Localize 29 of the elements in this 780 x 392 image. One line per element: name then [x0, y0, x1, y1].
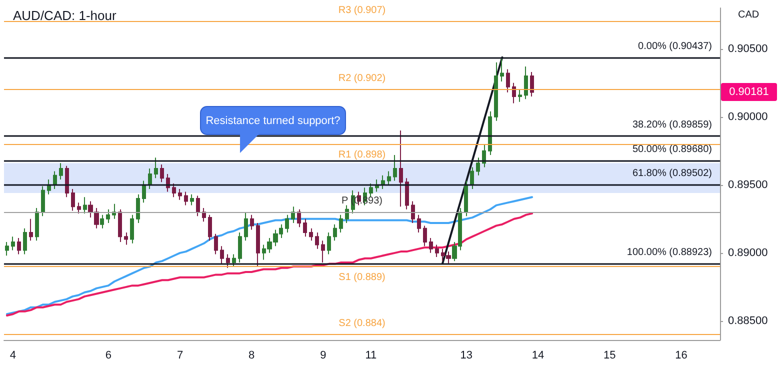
ref-line-label: 0.00% (0.90437) — [638, 40, 712, 52]
x-tick-label: 15 — [603, 350, 616, 362]
ref-line-label: R3 (0.907) — [338, 5, 386, 16]
x-tick-label: 16 — [675, 350, 688, 362]
y-tick-label: 0.89500 — [728, 178, 768, 191]
x-tick-label: 13 — [460, 350, 473, 362]
y-axis-title: CAD — [738, 10, 760, 20]
ref-line-label: R2 (0.902) — [338, 73, 386, 84]
x-tick-label: 7 — [176, 350, 184, 362]
y-tick-label: 0.88500 — [728, 314, 768, 327]
x-tick-label: 4 — [10, 350, 16, 362]
chart-title: AUD/CAD: 1-hour — [13, 8, 117, 23]
annotation: Resistance turned support? — [200, 106, 346, 135]
ref-line-label: S2 (0.884) — [338, 318, 386, 330]
ref-line-label: 50.00% (0.89680) — [632, 144, 712, 155]
ref-line-label: S1 (0.889) — [338, 272, 386, 284]
ref-line-label: 61.80% (0.89502) — [632, 168, 712, 180]
y-tick-label: 0.90000 — [728, 110, 768, 123]
y-tick-label: 0.89000 — [728, 246, 768, 259]
x-tick-label: 9 — [320, 350, 326, 362]
x-tick-label: 6 — [105, 350, 112, 362]
ref-line-label: 100.00% (0.88923) — [626, 246, 712, 258]
text: 0.90181 — [721, 83, 777, 102]
x-tick-label: 11 — [365, 350, 377, 362]
y-tick-label: 0.90500 — [728, 42, 768, 55]
ref-line-label: R1 (0.898) — [338, 150, 386, 161]
x-tick-label: 14 — [532, 350, 544, 362]
x-tick-label: 8 — [248, 350, 255, 362]
ref-line-label: 38.20% (0.89859) — [632, 120, 712, 131]
